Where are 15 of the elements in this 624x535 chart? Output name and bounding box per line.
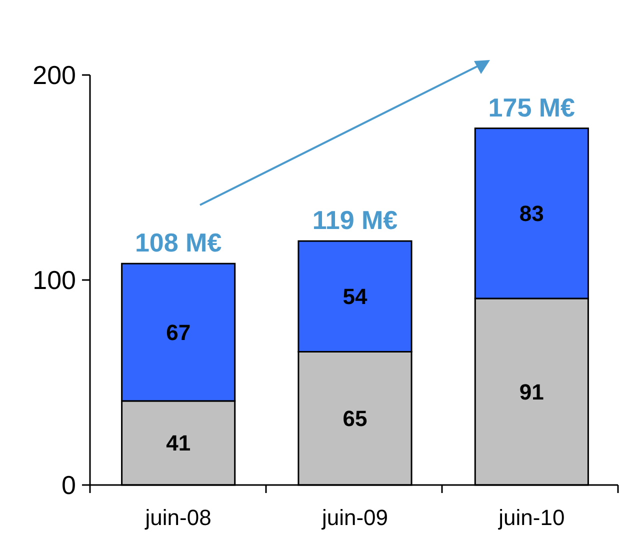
data-label: 83 — [519, 201, 544, 226]
total-label: 119 M€ — [312, 205, 398, 236]
data-label: 54 — [342, 284, 368, 310]
data-label: 41 — [166, 430, 191, 456]
data-label: 65 — [342, 406, 368, 432]
y-tick-label: 0 — [62, 470, 76, 500]
x-tick-label: juin-08 — [144, 505, 212, 530]
data-label: 67 — [166, 320, 191, 345]
y-tick-label: 100 — [32, 265, 76, 296]
x-tick-label: juin-09 — [320, 505, 388, 530]
data-label: 91 — [519, 379, 544, 404]
total-label: 108 M€ — [134, 228, 222, 258]
total-label: 175 M€ — [488, 92, 576, 122]
x-tick-label: juin-10 — [498, 505, 565, 530]
y-tick-label: 200 — [32, 60, 76, 90]
